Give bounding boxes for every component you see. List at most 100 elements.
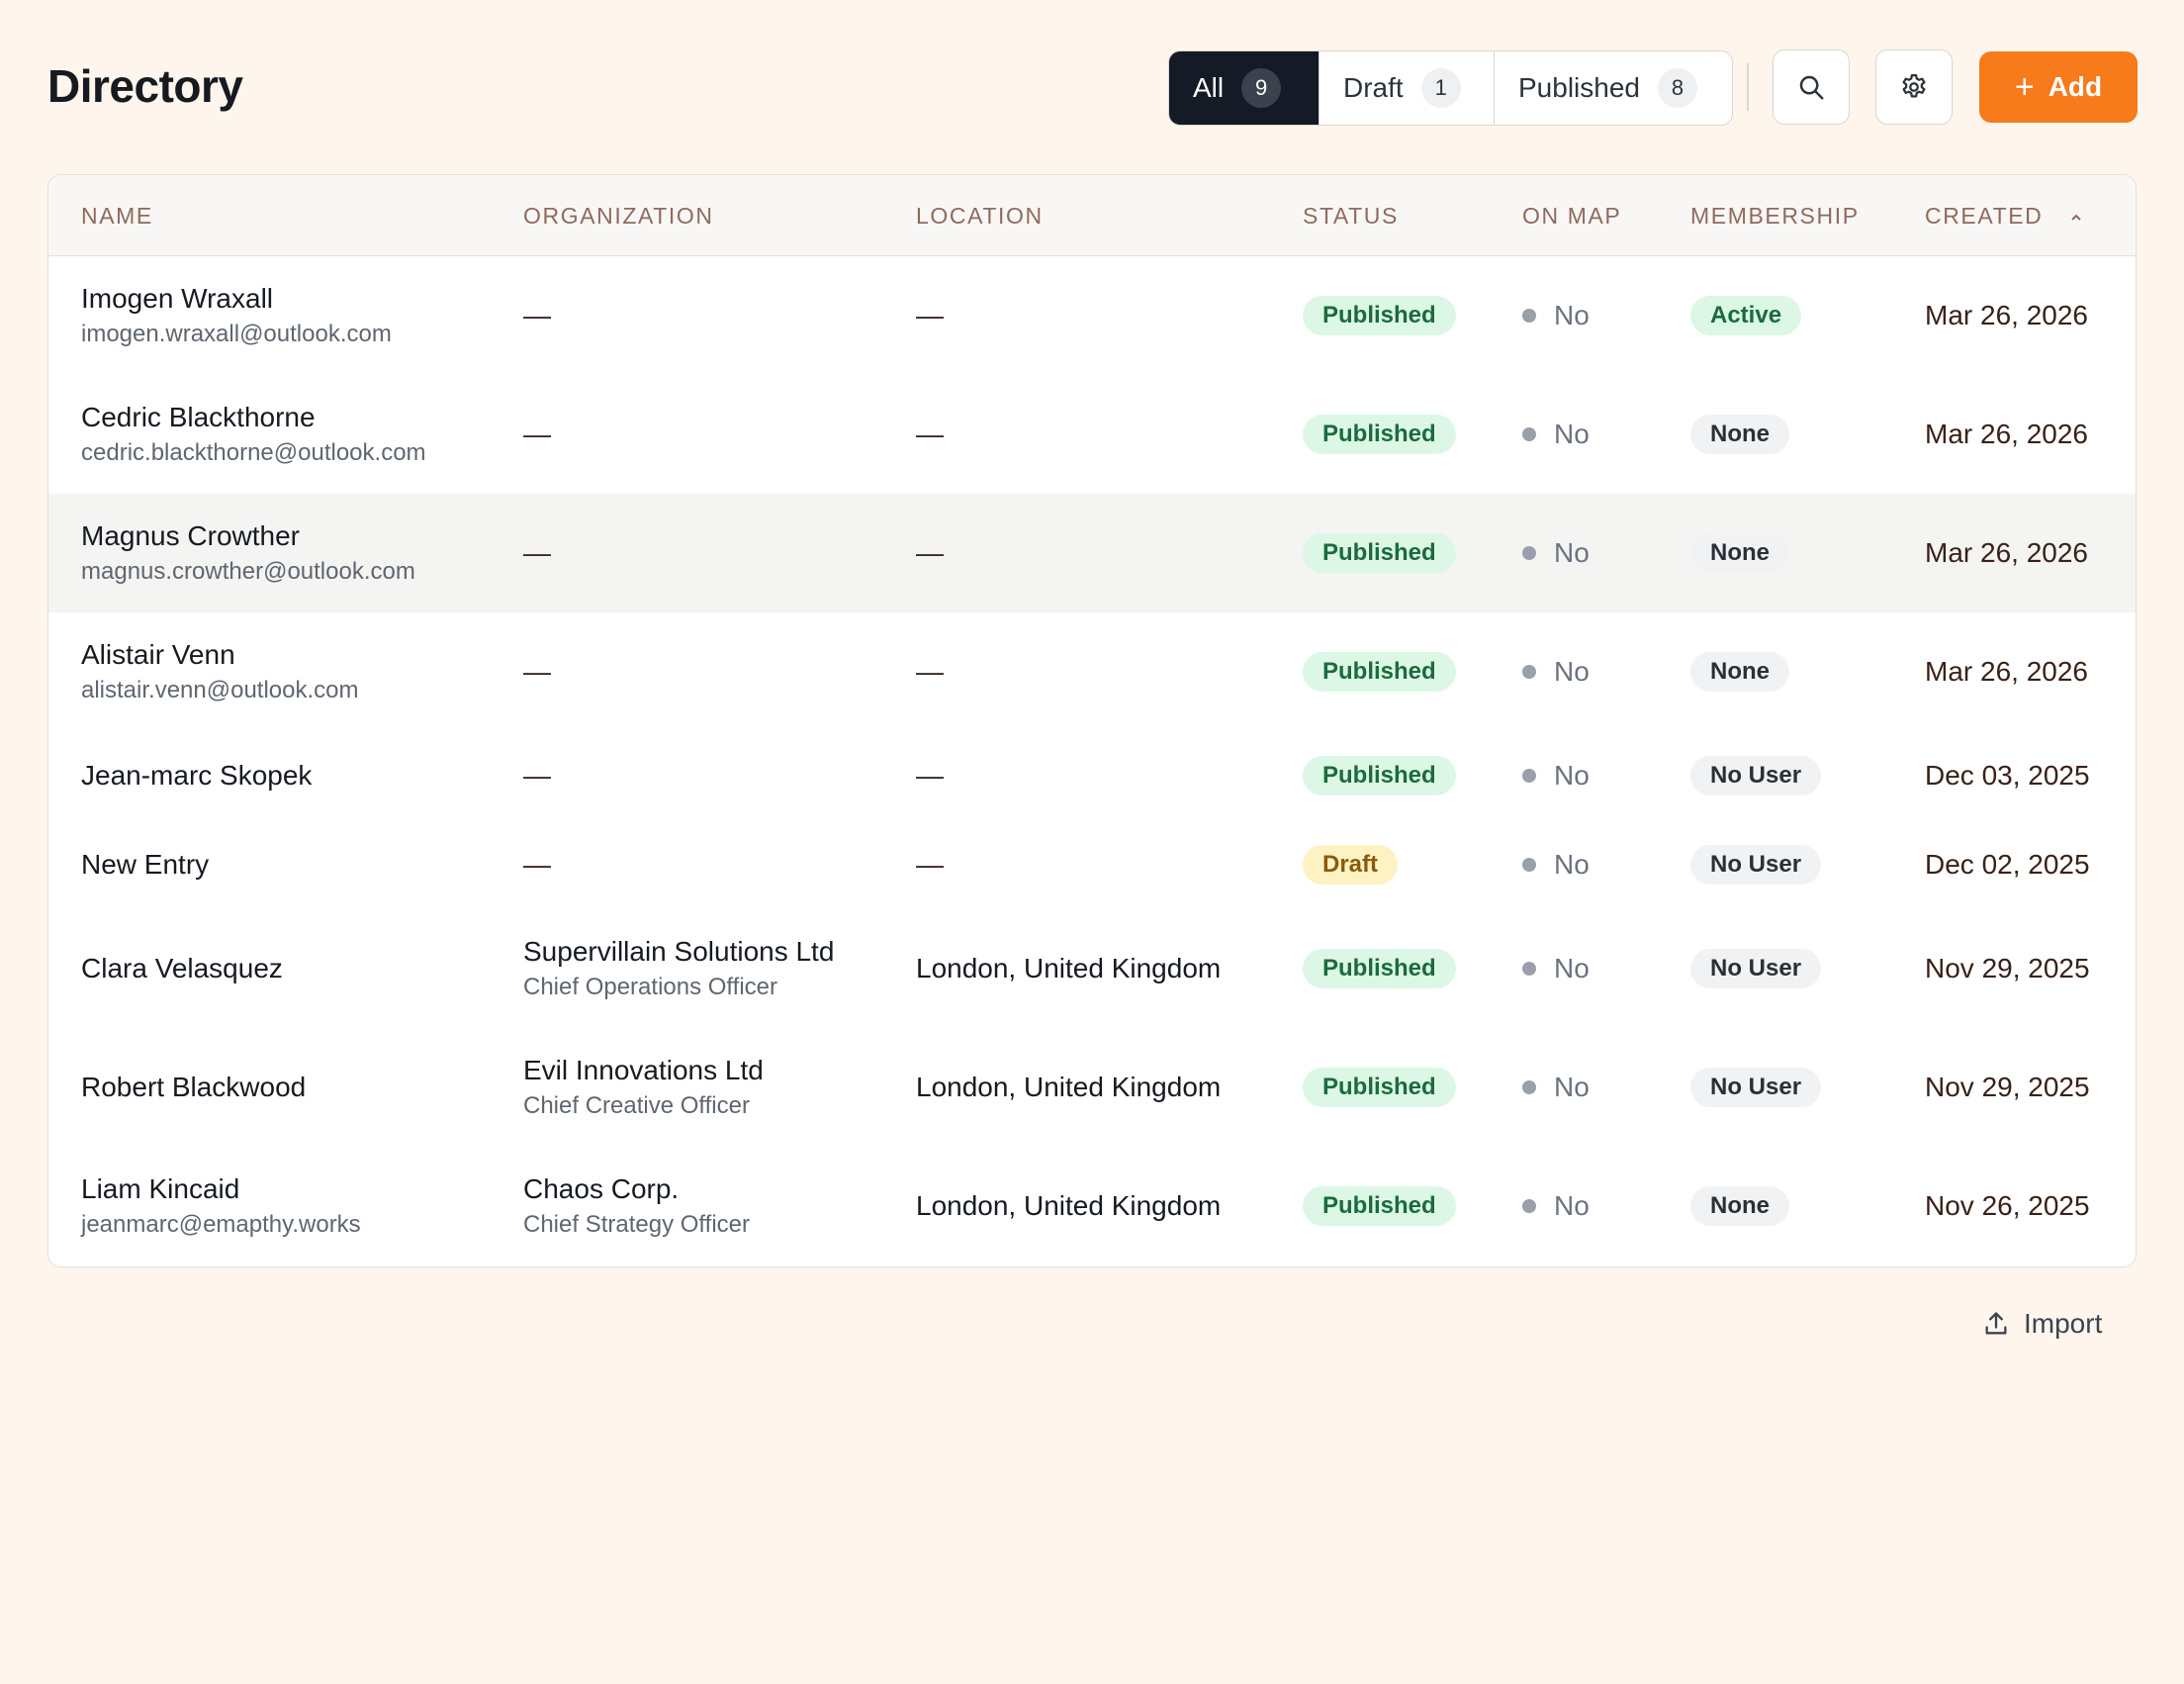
- table-row[interactable]: Robert Blackwood Evil Innovations Ltd Chie…: [48, 1028, 2136, 1147]
- contact-name[interactable]: Imogen Wraxall: [81, 283, 274, 314]
- on-map-value: No: [1554, 760, 1590, 791]
- organization-name: Supervillain Solutions Ltd: [523, 936, 835, 967]
- filter-count: 1: [1420, 68, 1461, 108]
- table-row[interactable]: Jean-marc Skopek — — Published No No User Dec …: [48, 731, 2136, 820]
- contact-email: imogen.wraxall@outlook.com: [81, 321, 392, 347]
- column-location[interactable]: LOCATION: [916, 203, 1044, 229]
- import-button[interactable]: Import: [1982, 1308, 2102, 1340]
- on-map-indicator: No: [1522, 1072, 1590, 1103]
- location-value: London, United Kingdom: [916, 1072, 1222, 1102]
- job-title: Chief Creative Officer: [523, 1092, 750, 1119]
- filter-all[interactable]: All 9: [1169, 51, 1320, 125]
- membership-badge: None: [1690, 533, 1789, 573]
- column-organization[interactable]: ORGANIZATION: [523, 203, 714, 229]
- organization-empty: —: [523, 656, 551, 687]
- created-date: Nov 26, 2025: [1925, 1190, 2090, 1221]
- filter-label: Draft: [1343, 72, 1404, 103]
- table-row[interactable]: Magnus Crowther magnus.crowther@outlook.c…: [48, 494, 2136, 612]
- on-map-value: No: [1554, 419, 1590, 449]
- on-map-indicator: No: [1522, 537, 1590, 569]
- organization-empty: —: [523, 760, 551, 791]
- filter-count: 9: [1241, 68, 1282, 108]
- upload-icon: [1985, 1312, 2007, 1335]
- import-label: Import: [2024, 1308, 2103, 1339]
- column-status[interactable]: STATUS: [1303, 203, 1399, 229]
- column-created-label: CREATED: [1925, 203, 2044, 229]
- on-map-indicator: No: [1522, 656, 1590, 688]
- add-button[interactable]: + Add: [1979, 51, 2138, 123]
- location-value: London, United Kingdom: [916, 1190, 1222, 1221]
- plus-icon: +: [2014, 68, 2035, 106]
- location-value: —: [916, 849, 944, 880]
- contact-name[interactable]: Alistair Venn: [81, 639, 235, 670]
- toolbar-divider: [1747, 63, 1749, 111]
- table-row[interactable]: New Entry — — Draft No No User Dec 02, 2025: [48, 820, 2136, 909]
- table-row[interactable]: Liam Kincaid jeanmarc@emapthy.works Chaos …: [48, 1147, 2136, 1265]
- settings-button[interactable]: [1875, 49, 1953, 125]
- contact-name[interactable]: Magnus Crowther: [81, 520, 300, 551]
- on-map-value: No: [1554, 656, 1590, 687]
- location-value: —: [916, 656, 944, 687]
- status-dot-icon: [1522, 1199, 1536, 1213]
- organization-empty: —: [523, 419, 551, 449]
- on-map-indicator: No: [1522, 953, 1590, 984]
- contact-email: alistair.venn@outlook.com: [81, 677, 359, 703]
- contact-name[interactable]: Jean-marc Skopek: [81, 760, 313, 791]
- table-row[interactable]: Imogen Wraxall imogen.wraxall@outlook.com…: [48, 256, 2136, 375]
- organization-empty: —: [523, 849, 551, 880]
- created-date: Mar 26, 2026: [1925, 656, 2088, 687]
- location-value: —: [916, 300, 944, 330]
- created-date: Mar 26, 2026: [1925, 537, 2088, 568]
- filter-draft[interactable]: Draft 1: [1320, 51, 1495, 125]
- table-row[interactable]: Alistair Venn alistair.venn@outlook.com — —…: [48, 612, 2136, 731]
- on-map-indicator: No: [1522, 300, 1590, 331]
- created-date: Dec 02, 2025: [1925, 849, 2090, 880]
- filter-label: Published: [1518, 72, 1640, 103]
- filter-count: 8: [1657, 68, 1697, 108]
- search-icon: [1799, 75, 1824, 100]
- table-body: Imogen Wraxall imogen.wraxall@outlook.com…: [48, 256, 2136, 1265]
- contact-name[interactable]: Clara Velasquez: [81, 953, 283, 983]
- created-date: Mar 26, 2026: [1925, 300, 2088, 330]
- table-row[interactable]: Clara Velasquez Supervillain Solutions Lt…: [48, 909, 2136, 1028]
- on-map-value: No: [1554, 300, 1590, 330]
- filter-published[interactable]: Published 8: [1495, 51, 1732, 125]
- contact-name[interactable]: Robert Blackwood: [81, 1072, 307, 1102]
- column-name[interactable]: NAME: [81, 203, 153, 229]
- on-map-value: No: [1554, 1190, 1590, 1221]
- page-header: Directory All 9 Draft 1 Published 8 + Ad…: [47, 49, 2138, 127]
- status-badge: Draft: [1303, 845, 1399, 885]
- column-created[interactable]: CREATED: [1925, 203, 2084, 230]
- search-button[interactable]: [1773, 49, 1850, 125]
- on-map-indicator: No: [1522, 1190, 1590, 1222]
- organization-name: Evil Innovations Ltd: [523, 1055, 764, 1085]
- created-date: Dec 03, 2025: [1925, 760, 2090, 791]
- location-value: London, United Kingdom: [916, 953, 1222, 983]
- status-badge: Published: [1303, 756, 1456, 795]
- membership-badge: None: [1690, 1186, 1789, 1226]
- on-map-value: No: [1554, 537, 1590, 568]
- status-badge: Published: [1303, 1068, 1456, 1107]
- on-map-value: No: [1554, 849, 1590, 880]
- contact-name[interactable]: Liam Kincaid: [81, 1173, 240, 1204]
- job-title: Chief Strategy Officer: [523, 1211, 750, 1238]
- on-map-indicator: No: [1522, 849, 1590, 881]
- on-map-value: No: [1554, 953, 1590, 983]
- status-dot-icon: [1522, 1080, 1536, 1094]
- membership-badge: Active: [1690, 296, 1802, 335]
- column-on-map[interactable]: ON MAP: [1522, 203, 1622, 229]
- column-membership[interactable]: MEMBERSHIP: [1690, 203, 1860, 229]
- contact-email: cedric.blackthorne@outlook.com: [81, 439, 426, 466]
- status-badge: Published: [1303, 949, 1456, 988]
- filter-label: All: [1193, 72, 1225, 103]
- organization-name: Chaos Corp.: [523, 1173, 680, 1204]
- table-row[interactable]: Cedric Blackthorne cedric.blackthorne@out…: [48, 375, 2136, 494]
- status-dot-icon: [1522, 427, 1536, 441]
- contact-name[interactable]: New Entry: [81, 849, 210, 880]
- contact-name[interactable]: Cedric Blackthorne: [81, 402, 316, 432]
- status-filter: All 9 Draft 1 Published 8: [1168, 50, 1733, 126]
- status-badge: Published: [1303, 415, 1456, 454]
- contact-email: magnus.crowther@outlook.com: [81, 558, 415, 585]
- contact-email: jeanmarc@emapthy.works: [81, 1211, 361, 1238]
- location-value: —: [916, 419, 944, 449]
